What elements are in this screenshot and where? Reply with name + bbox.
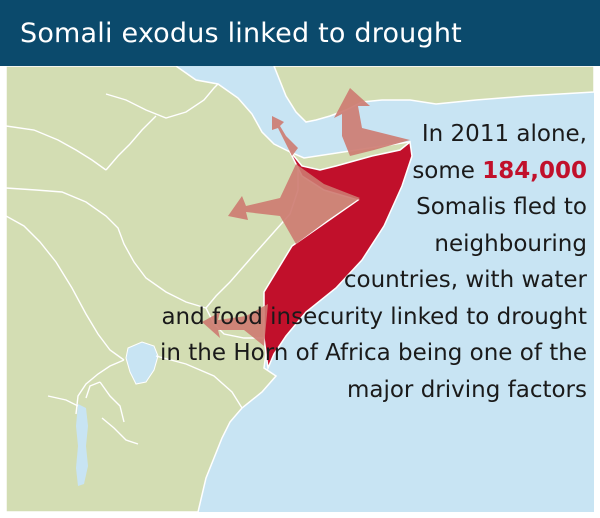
caption-line-3: Somalis fled to — [87, 189, 587, 226]
caption-line-2-prefix: some — [412, 158, 482, 184]
map-title: Somali exodus linked to drought — [20, 20, 462, 47]
caption-line-1: In 2011 alone, — [87, 116, 587, 153]
caption-text: In 2011 alone, some 184,000 Somalis fled… — [87, 116, 587, 408]
caption-line-4: neighbouring — [87, 226, 587, 263]
title-bar: Somali exodus linked to drought — [0, 0, 600, 66]
caption-line-5: countries, with water — [87, 262, 587, 299]
refugee-count-highlight: 184,000 — [482, 158, 587, 184]
caption-line-7: in the Horn of Africa being one of the — [87, 335, 587, 372]
caption-line-8: major driving factors — [87, 372, 587, 409]
caption-line-6: and food insecurity linked to drought — [87, 299, 587, 336]
caption-line-2: some 184,000 — [87, 153, 587, 190]
